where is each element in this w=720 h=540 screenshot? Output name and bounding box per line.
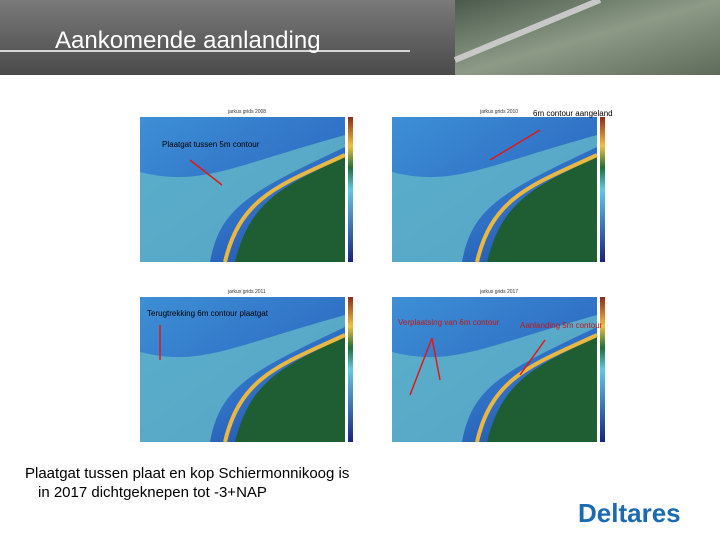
annotation: 6m contour aangeland bbox=[533, 109, 613, 118]
annotation: Verplaatsing van 6m contour bbox=[398, 318, 500, 327]
map-panel: jarkus grids 2010 bbox=[392, 109, 605, 263]
map-panel: jarkus grids 2017 bbox=[392, 289, 605, 443]
map-colorbar bbox=[600, 117, 605, 262]
arrows bbox=[159, 129, 546, 396]
map-contour bbox=[223, 153, 346, 263]
panel-title: jarkus grids 2011 bbox=[227, 289, 266, 295]
map-colorbar bbox=[348, 297, 353, 442]
arrow bbox=[431, 337, 441, 381]
map-shoal bbox=[392, 315, 597, 442]
map-land bbox=[487, 157, 597, 262]
arrow bbox=[409, 337, 433, 396]
map-land bbox=[487, 337, 597, 442]
footer-line-1: Plaatgat tussen plaat en kop Schiermonni… bbox=[25, 465, 349, 501]
map-land bbox=[235, 337, 345, 442]
map-panel: jarkus grids 2011 bbox=[140, 289, 353, 443]
map-panel: jarkus grids 2008 bbox=[140, 109, 353, 263]
annotation: Terugtrekking 6m contour plaatgat bbox=[147, 309, 269, 318]
map-shoal bbox=[392, 135, 597, 262]
panel-title: jarkus grids 2017 bbox=[479, 289, 518, 295]
map-shoal bbox=[140, 135, 345, 262]
logo: Deltares bbox=[578, 498, 681, 528]
arrow bbox=[519, 339, 546, 376]
panel-title: jarkus grids 2010 bbox=[479, 109, 518, 115]
map-colorbar bbox=[348, 117, 353, 262]
arrow bbox=[189, 159, 223, 186]
slide-title: Aankomende aanlanding bbox=[55, 27, 321, 54]
photo-bridge bbox=[453, 0, 602, 63]
arrow bbox=[489, 129, 541, 161]
map-colorbar bbox=[600, 297, 605, 442]
annotation: Plaatgat tussen 5m contour bbox=[162, 140, 260, 149]
map-land bbox=[235, 157, 345, 262]
header-photo bbox=[455, 0, 720, 75]
map-contour bbox=[475, 153, 598, 263]
panel-title: jarkus grids 2008 bbox=[227, 109, 266, 115]
annotation: Aanlanding 5m contour bbox=[520, 321, 603, 330]
map-shoal bbox=[140, 315, 345, 442]
map-contour bbox=[223, 333, 346, 443]
map-contour bbox=[475, 333, 598, 443]
